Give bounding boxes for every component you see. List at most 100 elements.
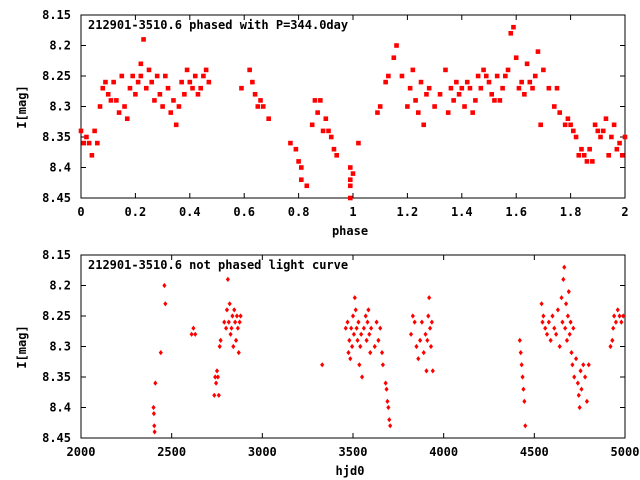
x-tick-label: 2500 — [157, 445, 186, 459]
data-point — [606, 153, 611, 158]
data-point — [378, 325, 383, 331]
data-point — [193, 331, 198, 337]
data-point — [187, 79, 193, 85]
data-point — [473, 98, 478, 103]
data-point — [366, 307, 371, 313]
data-point — [296, 159, 301, 164]
data-point — [369, 325, 374, 331]
data-point — [454, 79, 459, 85]
data-point — [151, 411, 156, 417]
data-point — [584, 398, 589, 404]
data-point — [520, 374, 525, 380]
data-point — [567, 331, 572, 337]
data-point — [489, 92, 495, 97]
data-point — [326, 128, 331, 134]
data-point — [151, 404, 156, 411]
data-point — [103, 79, 108, 85]
data-point — [492, 98, 497, 103]
data-point — [346, 350, 351, 356]
unphased-y-axis: 8.15 8.2 8.25 8.3 8.35 8.4 8.45 — [42, 248, 625, 445]
data-point — [143, 85, 149, 91]
y-tick-label: 8.45 — [42, 431, 71, 445]
data-point — [124, 116, 130, 121]
data-point — [414, 343, 419, 350]
phased-y-axis: 8.15 8.2 8.25 8.3 8.35 8.4 8.45 — [42, 8, 625, 205]
phased-x-axis-title: phase — [332, 224, 368, 238]
data-point — [133, 92, 138, 97]
data-point — [97, 104, 103, 109]
x-tick-label: 3500 — [339, 445, 368, 459]
data-point — [179, 79, 184, 85]
data-point — [535, 49, 541, 54]
unphased-data-points — [151, 264, 626, 435]
data-point — [160, 104, 165, 109]
data-point — [426, 313, 431, 319]
data-point — [419, 319, 424, 325]
data-point — [357, 362, 362, 368]
data-point — [405, 104, 410, 109]
data-point — [590, 159, 595, 164]
y-tick-label: 8.2 — [49, 39, 71, 53]
data-point — [353, 307, 358, 313]
data-point — [154, 73, 160, 79]
x-tick-label: 1.2 — [397, 205, 419, 219]
data-point — [610, 337, 615, 343]
data-point — [380, 362, 385, 368]
y-tick-label: 8.3 — [49, 340, 71, 354]
data-point — [229, 325, 234, 331]
data-point — [250, 79, 255, 85]
data-point — [424, 92, 429, 97]
data-point — [595, 128, 601, 134]
data-point — [569, 350, 574, 356]
data-point — [122, 104, 127, 109]
data-point — [500, 85, 505, 91]
data-point — [573, 134, 579, 140]
data-point — [182, 92, 187, 97]
data-point — [227, 301, 232, 307]
data-point — [584, 159, 590, 164]
data-point — [581, 153, 587, 158]
y-tick-label: 8.25 — [42, 69, 71, 83]
data-point — [394, 43, 399, 48]
data-point — [152, 429, 157, 435]
data-point — [565, 116, 571, 121]
data-point — [467, 85, 473, 91]
data-point — [84, 134, 89, 140]
data-point — [548, 337, 553, 343]
data-point — [571, 128, 576, 134]
data-point — [517, 337, 522, 343]
data-point — [309, 122, 315, 128]
data-point — [573, 356, 579, 362]
data-point — [608, 343, 613, 350]
data-point — [592, 122, 598, 128]
data-point — [421, 122, 427, 128]
data-point — [149, 79, 155, 85]
data-point — [423, 331, 428, 337]
data-point — [315, 110, 320, 115]
data-point — [293, 146, 299, 152]
data-point — [365, 319, 370, 325]
x-tick-label: 4000 — [429, 445, 458, 459]
data-point — [226, 319, 231, 325]
unphased-x-axis-title: hjd0 — [336, 464, 365, 478]
data-point — [566, 289, 571, 295]
data-point — [388, 423, 393, 429]
data-point — [511, 24, 516, 30]
data-point — [527, 79, 533, 85]
y-tick-label: 8.15 — [42, 248, 71, 262]
data-point — [430, 368, 435, 374]
data-point — [190, 85, 195, 91]
data-point — [350, 313, 356, 319]
data-point — [575, 380, 580, 386]
data-point — [176, 104, 182, 109]
data-point — [613, 319, 619, 325]
data-point — [318, 98, 323, 103]
data-point — [222, 319, 227, 325]
data-point — [224, 307, 230, 313]
data-point — [540, 319, 545, 325]
data-point — [522, 398, 527, 404]
data-point — [356, 140, 361, 146]
data-point — [426, 85, 432, 91]
data-point — [374, 319, 379, 325]
data-point — [355, 337, 360, 343]
